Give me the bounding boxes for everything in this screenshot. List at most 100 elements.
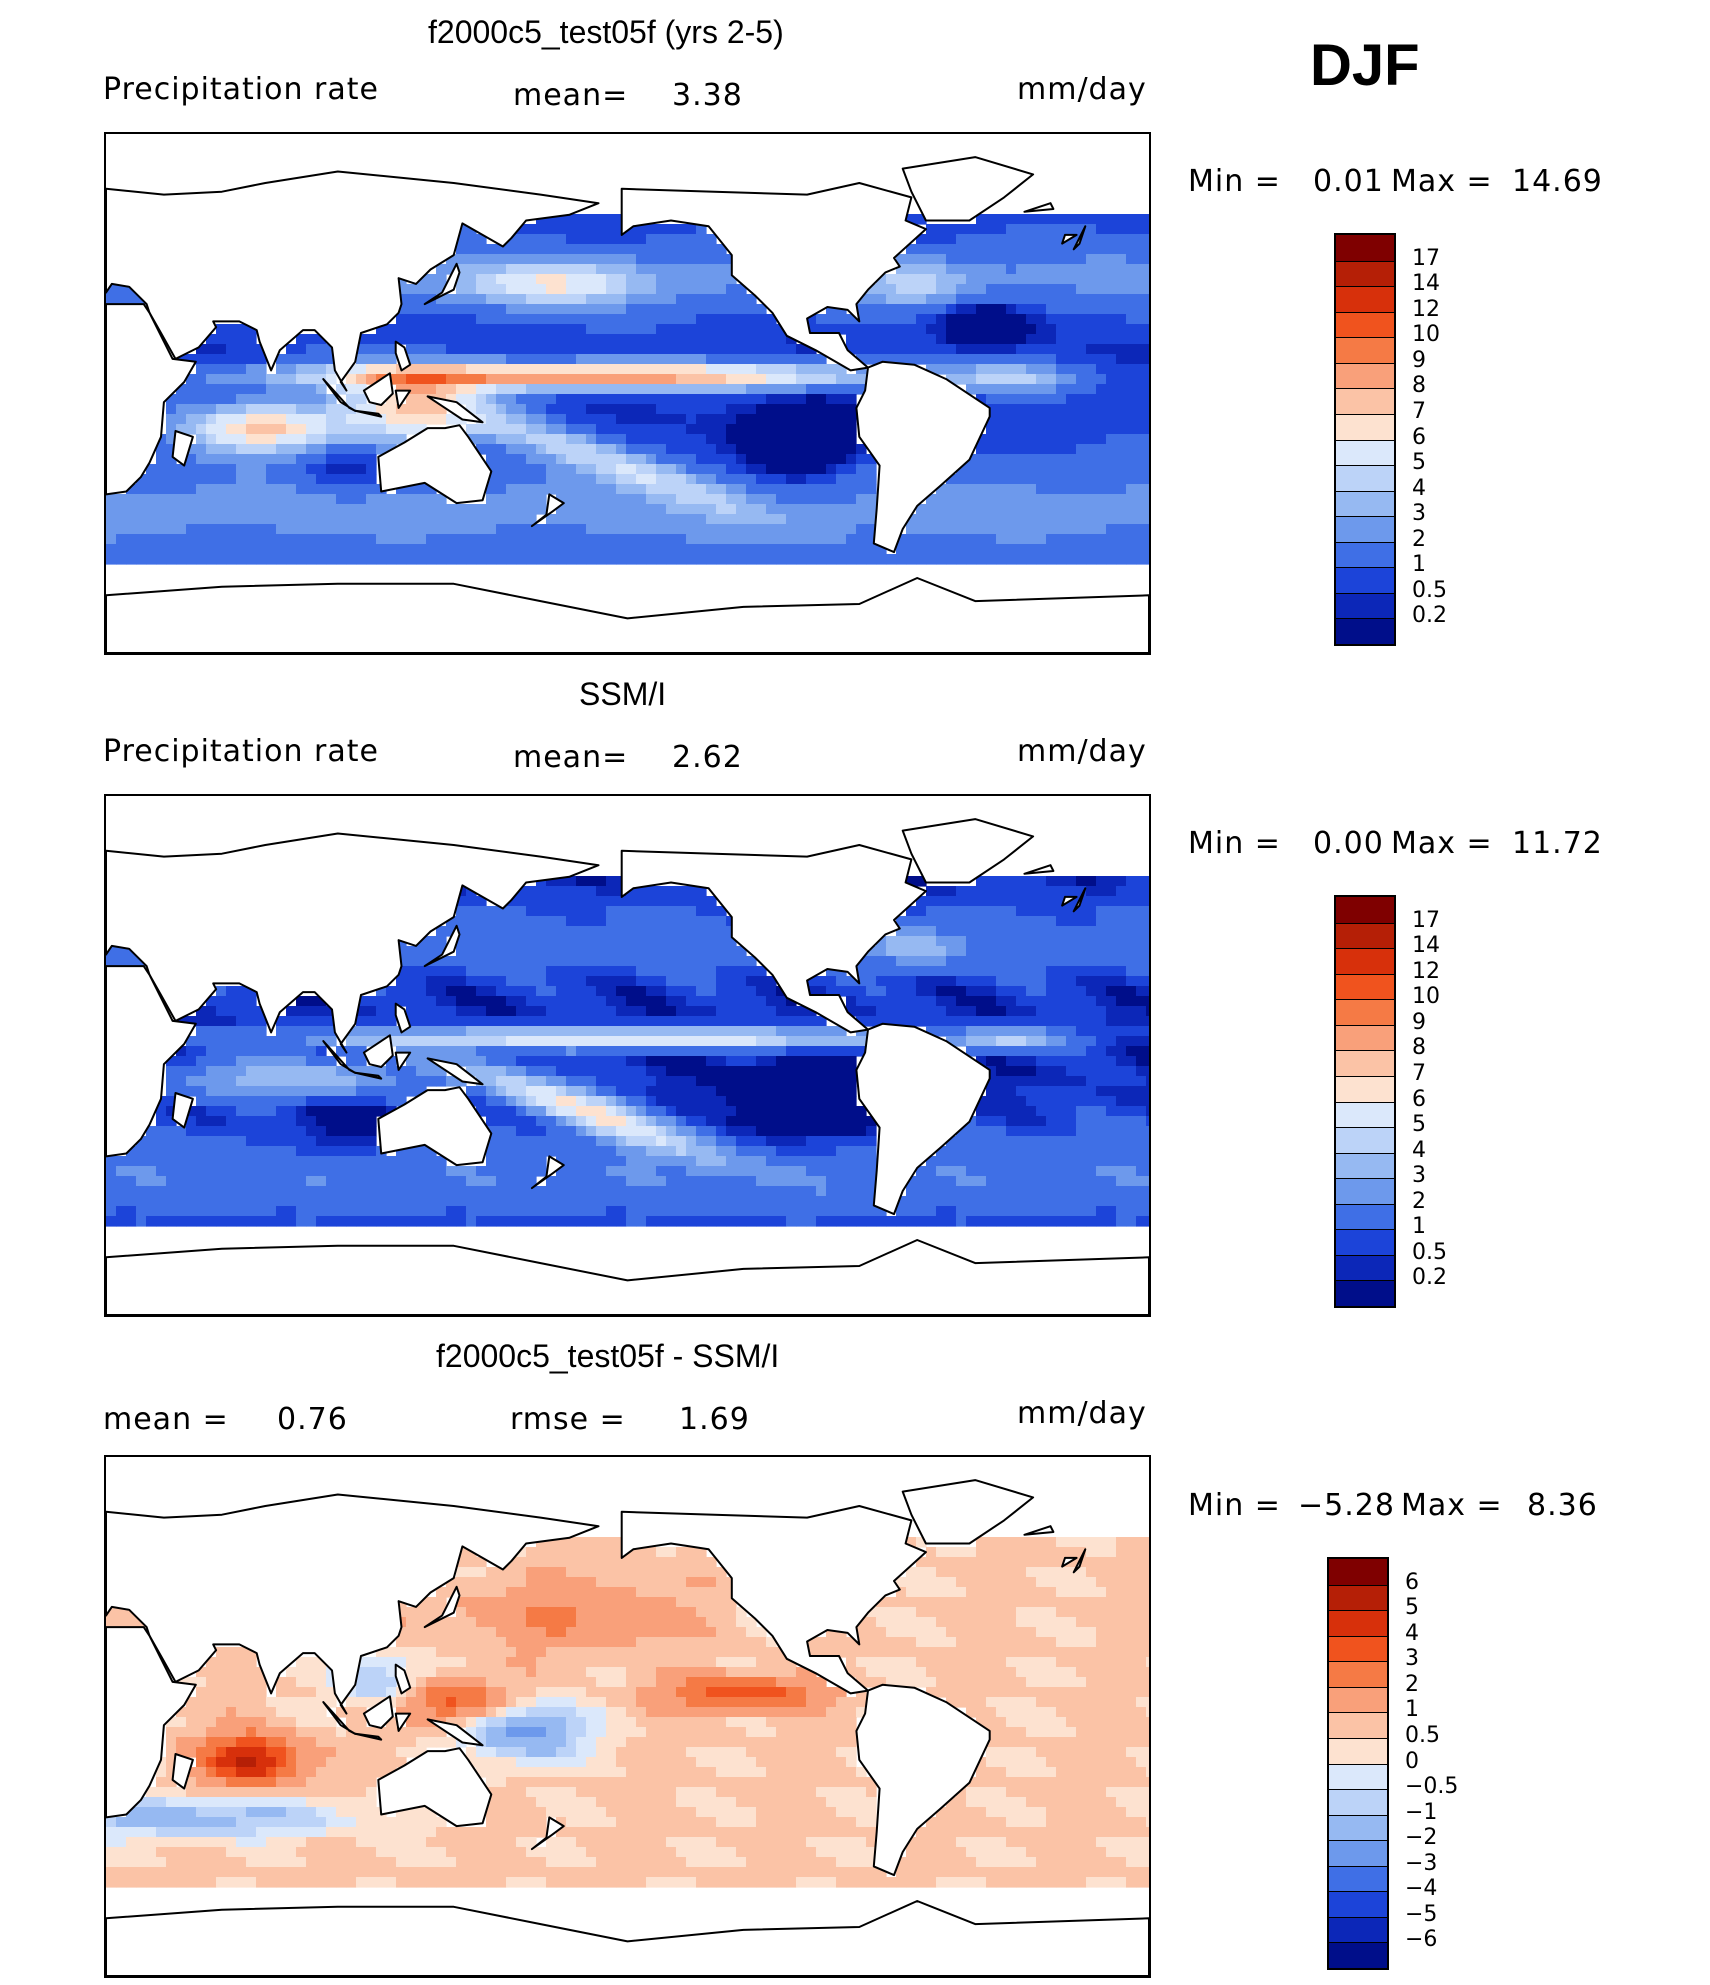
panel1-mean-label: mean=: [513, 78, 629, 113]
colorbar-level-label: 17: [1412, 245, 1440, 271]
colorbar-swatch: [1336, 1127, 1394, 1153]
panel3-max-label: Max =: [1401, 1488, 1503, 1523]
colorbar-swatch: [1336, 973, 1394, 1000]
panel2-max-value: 11.72: [1512, 826, 1603, 861]
colorbar-level-label: 7: [1412, 1060, 1426, 1086]
colorbar-swatch: [1336, 1075, 1394, 1102]
colorbar-swatch: [1329, 1891, 1387, 1917]
colorbar-level-label: 0.2: [1412, 1265, 1447, 1291]
colorbar-swatch: [1336, 1203, 1394, 1230]
colorbar-level-label: 5: [1405, 1595, 1419, 1621]
colorbar-level-label: 1: [1412, 552, 1426, 578]
colorbar-swatch: [1336, 592, 1394, 619]
colorbar-swatch: [1336, 922, 1394, 949]
panel3-colorbar: [1327, 1557, 1389, 1970]
panel1-colorbar: [1334, 233, 1396, 646]
panel1-min-value: 0.01: [1313, 164, 1384, 199]
colorbar-level-label: −0.5: [1405, 1774, 1459, 1800]
panel1-variable-label: Precipitation rate: [103, 72, 379, 107]
precip-field: [106, 1537, 1149, 1888]
colorbar-level-label: 3: [1405, 1646, 1419, 1672]
colorbar-level-label: 0.2: [1412, 603, 1447, 629]
colorbar-swatch: [1329, 1610, 1387, 1636]
colorbar-swatch: [1336, 1280, 1394, 1306]
panel3-units: mm/day: [1017, 1396, 1147, 1431]
panel1-max-value: 14.69: [1512, 164, 1603, 199]
panel2-units: mm/day: [1017, 734, 1147, 769]
panel3-mean-label: mean =: [103, 1402, 229, 1437]
panel2-title: SSM/I: [579, 676, 667, 712]
colorbar-level-label: 1: [1405, 1697, 1419, 1723]
colorbar-swatch: [1329, 1661, 1387, 1687]
colorbar-level-label: 0.5: [1405, 1722, 1440, 1748]
colorbar-swatch: [1336, 235, 1394, 261]
colorbar-level-label: 2: [1412, 1188, 1426, 1214]
colorbar-swatch: [1336, 1254, 1394, 1281]
season-label: DJF: [1310, 33, 1420, 98]
colorbar-swatch: [1329, 1559, 1387, 1585]
panel2-min-label: Min =: [1188, 826, 1281, 861]
panel1-min-label: Min =: [1188, 164, 1281, 199]
colorbar-level-label: −4: [1405, 1876, 1438, 1902]
colorbar-swatch: [1329, 1865, 1387, 1892]
colorbar-level-label: −1: [1405, 1799, 1438, 1825]
colorbar-swatch: [1336, 999, 1394, 1025]
colorbar-level-label: 4: [1412, 475, 1426, 501]
colorbar-level-label: −3: [1405, 1850, 1438, 1876]
coastlines: [106, 156, 1149, 653]
panel1-title: f2000c5_test05f (yrs 2-5): [428, 14, 784, 50]
colorbar-swatch: [1336, 1101, 1394, 1128]
colorbar-swatch: [1329, 1789, 1387, 1815]
colorbar-level-label: 4: [1405, 1620, 1419, 1646]
colorbar-level-label: 0.5: [1412, 1239, 1447, 1265]
colorbar-swatch: [1329, 1916, 1387, 1943]
panel1-units: mm/day: [1017, 72, 1147, 107]
panel2-min-value: 0.00: [1313, 826, 1384, 861]
colorbar-swatch: [1336, 439, 1394, 466]
colorbar-level-label: −5: [1405, 1901, 1438, 1927]
panel3-title: f2000c5_test05f - SSM/I: [436, 1338, 780, 1374]
colorbar-swatch: [1329, 1814, 1387, 1841]
colorbar-level-label: 8: [1412, 1035, 1426, 1061]
colorbar-level-label: 12: [1412, 296, 1440, 322]
colorbar-level-label: −2: [1405, 1825, 1438, 1851]
colorbar-level-label: −6: [1405, 1927, 1438, 1953]
panel3-mean-value: 0.76: [277, 1402, 348, 1437]
panel1-map: [104, 132, 1151, 655]
panel2-mean-label: mean=: [513, 740, 629, 775]
colorbar-level-label: 0.5: [1412, 577, 1447, 603]
colorbar-swatch: [1336, 388, 1394, 414]
coastlines: [106, 818, 1149, 1315]
colorbar-level-label: 4: [1412, 1137, 1426, 1163]
colorbar-level-label: 1: [1412, 1214, 1426, 1240]
colorbar-level-label: 3: [1412, 501, 1426, 527]
panel2-max-label: Max =: [1391, 826, 1493, 861]
colorbar-swatch: [1329, 1635, 1387, 1662]
colorbar-swatch: [1336, 1178, 1394, 1204]
colorbar-swatch: [1336, 516, 1394, 542]
colorbar-level-label: 7: [1412, 398, 1426, 424]
panel2-colorbar: [1334, 895, 1396, 1308]
colorbar-swatch: [1336, 362, 1394, 389]
panel2-variable-label: Precipitation rate: [103, 734, 379, 769]
panel1-mean-value: 3.38: [672, 78, 743, 113]
colorbar-swatch: [1329, 1763, 1387, 1790]
colorbar-level-label: 0: [1405, 1748, 1419, 1774]
colorbar-swatch: [1336, 567, 1394, 593]
colorbar-swatch: [1336, 948, 1394, 974]
panel1-max-label: Max =: [1391, 164, 1493, 199]
colorbar-swatch: [1336, 490, 1394, 517]
panel3-rmse-label: rmse =: [510, 1402, 626, 1437]
colorbar-swatch: [1329, 1840, 1387, 1866]
colorbar-swatch: [1329, 1686, 1387, 1713]
colorbar-level-label: 12: [1412, 958, 1440, 984]
colorbar-level-label: 6: [1412, 1086, 1426, 1112]
panel3-min-value: −5.28: [1298, 1488, 1395, 1523]
panel3-max-value: 8.36: [1527, 1488, 1598, 1523]
colorbar-swatch: [1336, 337, 1394, 363]
panel2-map: [104, 794, 1151, 1317]
colorbar-swatch: [1336, 1229, 1394, 1255]
coastlines: [106, 1479, 1149, 1976]
colorbar-level-label: 17: [1412, 907, 1440, 933]
colorbar-level-label: 10: [1412, 984, 1440, 1010]
